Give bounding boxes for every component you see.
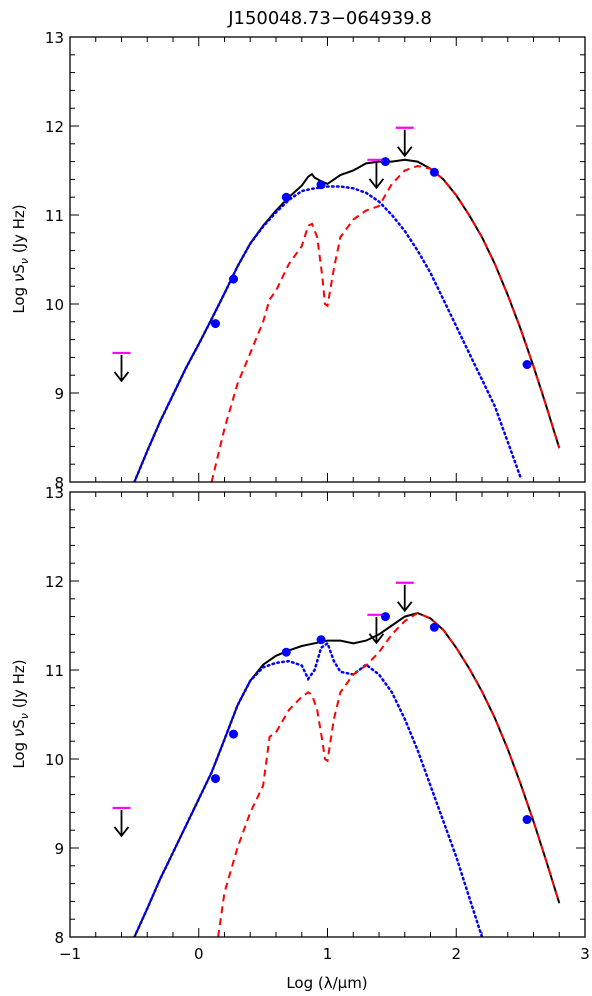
top-data-point [281,192,291,202]
top-upper-limit-arrow [113,354,130,383]
bottom-dashed-curve [217,611,561,937]
bottom-y-tick-label: 13 [45,484,64,502]
top-data-point [316,180,326,190]
top-data-point [210,319,220,329]
bottom-data-point [380,612,390,622]
bottom-y-tick-label: 12 [45,573,64,591]
top-panel-frame [69,36,586,483]
top-upper-limit-arrow [368,161,385,190]
top-y-tick-label: 11 [45,207,64,225]
figure-title: J150048.73−064939.8 [227,8,432,29]
bottom-y-axis-label: Log νSν (Jy Hz) [10,659,31,768]
top-data-point [522,360,532,370]
bottom-y-tick-label: 11 [45,662,64,680]
top-data-point [380,157,390,167]
top-dashed-curve [210,164,561,482]
bottom-data-point [210,774,220,784]
bottom-panel-frame [69,491,586,938]
bottom-data-point [229,729,239,739]
bottom-y-tick-label: 9 [54,840,64,858]
bottom-y-tick-label: 10 [45,751,64,769]
bottom-dotted-curve [133,641,484,937]
top-upper-limit-arrow [397,129,413,158]
bottom-upper-limit-arrow [368,616,385,645]
top-y-axis-label: Log νSν (Jy Hz) [10,204,31,313]
x-tick-label: 0 [194,945,204,963]
top-solid-curve [133,158,561,482]
x-tick-label: 1 [323,945,333,963]
bottom-data-point [281,647,291,657]
top-data-point [429,167,439,177]
top-y-tick-label: 12 [45,118,64,136]
x-tick-label: −1 [59,945,81,963]
top-panel: 8 9 10 11 12 13 Log νSν (Jy Hz) [10,29,586,492]
top-y-tick-label: 13 [45,29,64,47]
top-y-tick-label: 8 [54,474,64,492]
bottom-y-tick-label: 8 [54,929,64,947]
bottom-solid-curve [133,611,561,937]
x-tick-label: 3 [580,945,590,963]
bottom-upper-limit-arrow [397,584,413,613]
top-y-tick-label: 9 [54,385,64,403]
top-y-tick-label: 10 [45,296,64,314]
x-tick-label: 2 [451,945,461,963]
top-data-point [229,274,239,284]
top-dotted-curve [133,185,522,482]
bottom-data-point [316,635,326,645]
bottom-upper-limit-arrow [113,809,130,838]
bottom-data-point [429,622,439,632]
x-axis-label: Log (λ/μm) [286,974,367,992]
bottom-data-point [522,815,532,825]
